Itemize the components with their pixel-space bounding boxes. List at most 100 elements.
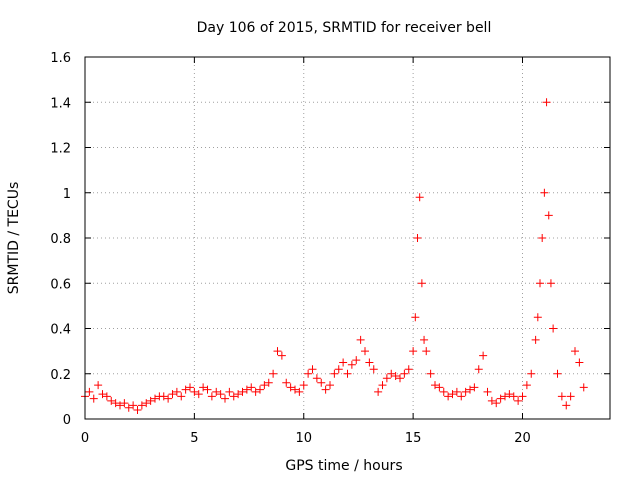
data-point [242, 385, 251, 394]
data-point [483, 387, 492, 396]
data-point [164, 394, 173, 403]
data-point [365, 358, 374, 367]
y-tick-label: 1.2 [50, 142, 71, 157]
data-point [492, 399, 501, 408]
data-point [291, 385, 299, 394]
data-point [426, 369, 435, 378]
axis-ticks: 0 0.2 0.4 0.6 0.8 1 1.2 1.4 1.6 0 5 10 15 20 [50, 51, 610, 446]
y-tick-label: 0.6 [50, 277, 71, 292]
data-point [487, 396, 496, 405]
plot-frame [84, 56, 611, 420]
data-point [286, 383, 295, 392]
data-point [420, 335, 429, 344]
data-point [89, 394, 98, 403]
data-point [269, 369, 278, 378]
data-point [124, 403, 133, 412]
data-point [312, 374, 321, 383]
data-point [387, 369, 396, 378]
data-point [474, 365, 483, 374]
data-point [120, 399, 129, 408]
data-point [382, 374, 391, 383]
data-point [299, 381, 308, 390]
y-tick-label: 1.6 [50, 51, 71, 66]
data-point [146, 396, 155, 405]
data-point [326, 381, 334, 390]
data-point [234, 390, 243, 399]
data-point [238, 387, 247, 396]
data-point [102, 392, 111, 401]
data-point [190, 387, 199, 396]
data-point [411, 313, 420, 322]
data-point [501, 392, 509, 401]
data-point [260, 381, 269, 390]
data-point [518, 392, 527, 401]
data-point [575, 358, 584, 367]
data-point [452, 387, 461, 396]
data-point [435, 383, 444, 392]
data-point [172, 387, 181, 396]
data-point [352, 356, 361, 365]
data-points [81, 98, 588, 414]
data-point [264, 378, 273, 387]
data-point [415, 193, 424, 202]
data-point [85, 387, 94, 396]
data-point [334, 365, 343, 374]
x-tick-label: 15 [405, 431, 422, 446]
data-point [111, 399, 120, 408]
data-point [256, 385, 264, 394]
data-point [356, 335, 365, 344]
data-point [417, 279, 426, 288]
data-point [579, 383, 588, 392]
data-point [216, 390, 225, 399]
data-point [505, 390, 514, 399]
data-point [94, 381, 103, 390]
chart-title: Day 106 of 2015, SRMTID for receiver bel… [197, 20, 492, 36]
data-point [396, 374, 404, 383]
data-point [461, 387, 470, 396]
data-point [544, 211, 553, 220]
data-point [422, 347, 431, 356]
data-point [225, 387, 234, 396]
data-point [304, 369, 313, 378]
data-point [431, 381, 439, 390]
data-point [553, 369, 562, 378]
data-point [391, 372, 400, 381]
data-point [542, 98, 551, 107]
data-point [439, 387, 448, 396]
data-point [273, 347, 282, 356]
data-point [330, 369, 339, 378]
data-point [378, 381, 387, 390]
data-point [247, 383, 256, 392]
data-point [571, 347, 579, 356]
data-point [277, 351, 286, 360]
x-axis-label: GPS time / hours [285, 458, 402, 474]
data-point [177, 392, 186, 401]
data-point [536, 279, 544, 288]
data-point [479, 351, 488, 360]
y-tick-label: 0 [63, 413, 71, 428]
data-point [457, 392, 466, 401]
data-point [531, 335, 540, 344]
data-point [199, 383, 208, 392]
x-tick-label: 20 [514, 431, 531, 446]
data-point [142, 399, 151, 408]
data-point [369, 365, 378, 374]
y-axis-label: SRMTID / TECUs [6, 182, 22, 295]
data-point [343, 369, 352, 378]
data-point [133, 405, 142, 414]
data-point [107, 396, 116, 405]
data-point [229, 392, 238, 401]
data-point [203, 385, 212, 394]
data-point [116, 401, 124, 410]
data-point [181, 385, 190, 394]
y-tick-label: 0.4 [50, 323, 71, 338]
data-point [295, 387, 304, 396]
data-point [404, 365, 413, 374]
data-point [409, 347, 418, 356]
x-tick-label: 5 [190, 431, 198, 446]
data-point [444, 392, 453, 401]
data-point [194, 390, 203, 399]
data-point [566, 392, 575, 401]
data-point [212, 387, 221, 396]
